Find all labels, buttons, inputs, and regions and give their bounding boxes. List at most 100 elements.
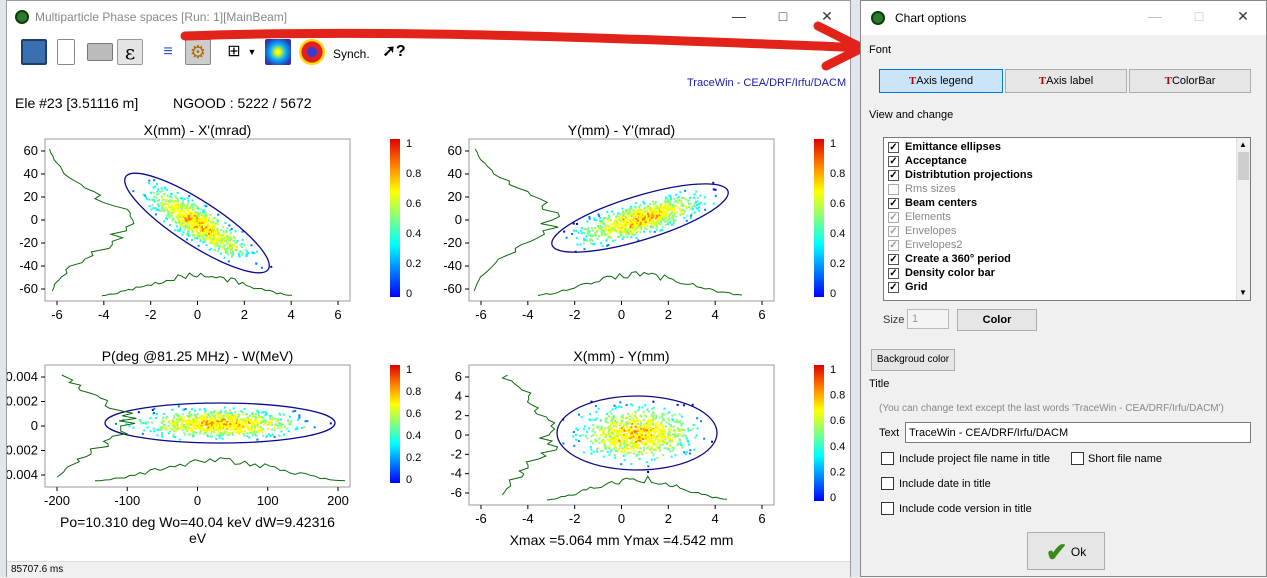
particle-point <box>640 436 643 439</box>
particle-point <box>246 432 249 435</box>
view-option-checkbox[interactable]: ✓ <box>888 169 899 181</box>
view-option-checkbox[interactable]: ✓ <box>888 155 899 167</box>
view-option-checkbox[interactable]: ✓ <box>888 281 899 293</box>
minimize-button[interactable]: — <box>732 8 746 24</box>
particle-point <box>677 420 680 423</box>
view-option-item[interactable]: ✓ Grid <box>888 280 928 294</box>
epsilon-icon[interactable]: ε <box>117 39 143 65</box>
particle-point <box>633 421 636 424</box>
dialog-title-bar[interactable]: Chart options — □ ✕ <box>861 1 1266 35</box>
particle-point <box>681 435 684 438</box>
target-icon[interactable] <box>299 39 325 65</box>
particle-point <box>245 254 248 257</box>
particle-point <box>201 218 204 221</box>
view-option-item[interactable]: ✓ Elements <box>888 210 951 224</box>
particle-point <box>645 216 648 219</box>
particle-point <box>210 247 213 250</box>
particle-point <box>205 428 208 431</box>
view-option-checkbox[interactable]: ✓ <box>888 197 899 209</box>
include-project-checkbox[interactable] <box>881 452 894 465</box>
particle-point <box>607 235 610 238</box>
particle-point <box>597 425 600 428</box>
view-option-checkbox[interactable]: ✓ <box>888 211 899 223</box>
view-option-item[interactable]: ✓ Envelopes <box>888 224 956 238</box>
scroll-up-icon[interactable]: ▲ <box>1239 140 1247 149</box>
particle-point <box>184 428 187 431</box>
view-option-item[interactable]: ✓ Emittance ellipses <box>888 140 1001 154</box>
maximize-button[interactable]: □ <box>1194 8 1204 24</box>
view-option-checkbox[interactable]: ✓ <box>888 225 899 237</box>
particle-point <box>608 236 611 239</box>
particle-point <box>194 416 197 419</box>
synch-button[interactable]: Synch. <box>333 47 370 61</box>
maximize-button[interactable]: □ <box>778 8 788 24</box>
view-options-list[interactable]: ✓ Emittance ellipses ✓ Acceptance ✓ Distribtu… <box>883 137 1251 301</box>
title-text-input[interactable] <box>905 422 1251 443</box>
include-code-version-checkbox[interactable] <box>881 502 894 515</box>
view-option-checkbox[interactable]: ✓ <box>888 267 899 279</box>
close-button[interactable]: ✕ <box>821 8 833 24</box>
particle-point <box>630 213 633 216</box>
particle-point <box>169 422 172 425</box>
axis-legend-button[interactable]: TAxis legend <box>879 69 1003 93</box>
particle-point <box>601 222 604 225</box>
background-color-button[interactable]: Backgroud color <box>871 349 955 371</box>
copy-icon[interactable] <box>57 39 75 65</box>
title-bar[interactable]: Multiparticle Phase spaces [Run: 1][Main… <box>7 1 850 33</box>
grid-icon[interactable]: ⊞ <box>227 43 241 60</box>
particle-point <box>604 428 607 431</box>
list-scrollbar[interactable]: ▲ ▼ <box>1236 138 1250 300</box>
particle-point <box>166 203 169 206</box>
particle-point <box>592 428 595 431</box>
particle-point <box>200 421 203 424</box>
particle-point <box>191 230 194 233</box>
colorbar-font-button[interactable]: TColorBar <box>1129 69 1251 93</box>
particle-point <box>665 425 668 428</box>
particle-point <box>640 214 643 217</box>
scroll-down-icon[interactable]: ▼ <box>1239 288 1247 297</box>
particle-point <box>667 200 670 203</box>
axis-label-button[interactable]: TAxis label <box>1005 69 1127 93</box>
particle-point <box>199 217 202 220</box>
scroll-thumb[interactable] <box>1238 152 1249 180</box>
size-spinbox[interactable]: 1 <box>907 309 949 329</box>
particle-point <box>644 211 647 214</box>
particle-point <box>215 426 218 429</box>
view-option-item[interactable]: ✓ Create a 360° period <box>888 252 1011 266</box>
view-option-item[interactable]: Rms sizes <box>888 182 956 196</box>
view-option-checkbox[interactable] <box>888 183 899 195</box>
particle-point <box>616 219 619 222</box>
particle-point <box>667 218 670 221</box>
particle-point <box>635 423 638 426</box>
view-option-checkbox[interactable]: ✓ <box>888 253 899 265</box>
include-date-checkbox[interactable] <box>881 477 894 490</box>
view-option-item[interactable]: ✓ Acceptance <box>888 154 967 168</box>
chevron-down-icon[interactable]: ▼ <box>247 47 257 57</box>
view-option-item[interactable]: ✓ Density color bar <box>888 266 995 280</box>
scale-icon[interactable]: ≡ <box>163 43 173 60</box>
particle-point <box>632 442 635 445</box>
particle-point <box>210 221 213 224</box>
particle-point <box>163 210 166 213</box>
particle-point <box>234 244 237 247</box>
short-file-name-checkbox[interactable] <box>1071 452 1084 465</box>
close-button[interactable]: ✕ <box>1237 8 1249 24</box>
save-icon[interactable] <box>21 39 47 65</box>
particle-point <box>249 429 252 432</box>
color-button[interactable]: Color <box>957 309 1037 331</box>
help-pointer-icon[interactable]: ➚? <box>382 43 406 60</box>
print-icon[interactable] <box>87 43 113 61</box>
view-option-checkbox[interactable]: ✓ <box>888 239 899 251</box>
particle-point <box>669 201 672 204</box>
view-option-checkbox[interactable]: ✓ <box>888 141 899 153</box>
minimize-button[interactable]: — <box>1148 8 1162 24</box>
ok-button[interactable]: ✔ Ok <box>1027 532 1105 570</box>
particle-point <box>645 219 648 222</box>
view-option-item[interactable]: ✓ Distribtution projections <box>888 168 1033 182</box>
particle-point <box>625 441 628 444</box>
density-map-icon[interactable] <box>265 39 291 65</box>
view-option-item[interactable]: ✓ Beam centers <box>888 196 977 210</box>
view-option-item[interactable]: ✓ Envelopes2 <box>888 238 963 252</box>
particle-point <box>145 421 148 424</box>
particle-point <box>224 429 227 432</box>
